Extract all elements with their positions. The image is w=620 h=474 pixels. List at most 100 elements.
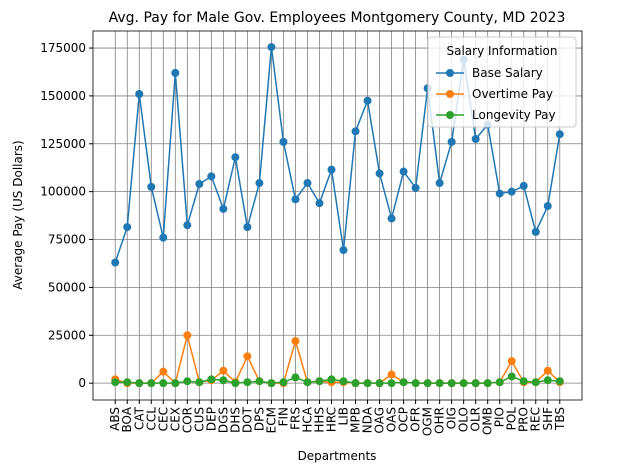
plot-frame xyxy=(92,30,583,401)
data-point xyxy=(303,378,312,387)
x-tick-label: BOA xyxy=(120,406,134,432)
data-point xyxy=(519,181,528,190)
data-point xyxy=(315,377,324,386)
data-point xyxy=(195,180,204,188)
x-tick-label: DPS xyxy=(252,407,266,431)
x-tick-label: POL xyxy=(505,407,519,431)
data-point xyxy=(519,377,528,386)
data-point xyxy=(123,223,132,232)
data-point xyxy=(351,127,360,136)
data-point xyxy=(495,189,504,198)
x-tick-label: OHR xyxy=(433,407,447,434)
x-tick-label: DOT xyxy=(240,406,254,433)
x-tick-label: OGM xyxy=(421,407,435,436)
y-tick-label: 150000 xyxy=(40,89,86,103)
data-point xyxy=(315,199,324,208)
x-tick-label: ECM xyxy=(264,407,278,433)
data-point xyxy=(447,379,456,388)
data-point xyxy=(159,367,168,376)
data-point xyxy=(459,379,468,388)
x-tick-label: DHS xyxy=(228,407,242,433)
x-tick-label: HHS xyxy=(312,407,326,433)
data-point xyxy=(387,379,396,388)
data-point xyxy=(135,379,144,388)
data-point xyxy=(255,179,264,188)
data-point xyxy=(231,379,240,388)
x-tick-label: OCP xyxy=(397,407,411,432)
data-point xyxy=(507,187,516,196)
x-tick-label: CEX xyxy=(168,407,182,431)
data-point xyxy=(399,378,408,387)
x-tick-label: CCL xyxy=(144,407,158,431)
legend-title: Salary Information xyxy=(447,44,558,58)
data-point xyxy=(363,379,372,388)
x-tick-label: CEC xyxy=(156,407,170,431)
data-point xyxy=(435,179,444,188)
data-point xyxy=(111,258,120,267)
data-point xyxy=(207,375,216,384)
y-tick-label: 0 xyxy=(78,376,86,390)
x-tick-label: OLO xyxy=(457,407,471,432)
x-tick-label: MPB xyxy=(349,407,363,433)
legend-marker xyxy=(446,111,454,119)
data-point xyxy=(471,379,480,388)
data-point xyxy=(327,165,336,174)
y-tick-label: 125000 xyxy=(40,137,86,151)
series-line xyxy=(114,335,561,385)
x-tick-label: CAT xyxy=(132,406,146,430)
x-tick-label: FIN xyxy=(276,407,290,426)
data-point xyxy=(555,130,564,139)
data-point xyxy=(135,90,144,98)
y-tick-label: 175000 xyxy=(40,41,86,55)
data-point xyxy=(255,377,264,386)
y-tick-label: 75000 xyxy=(48,233,86,247)
data-point xyxy=(171,379,180,388)
x-tick-label: TBS xyxy=(553,407,567,431)
data-point xyxy=(243,223,252,232)
y-tick-label: 25000 xyxy=(48,328,86,342)
legend-label: Base Salary xyxy=(472,66,543,80)
x-tick-label: OAS xyxy=(385,407,399,432)
x-tick-label: HRC xyxy=(324,407,338,432)
data-point xyxy=(555,377,564,386)
x-tick-label: PIO xyxy=(493,407,507,427)
data-point xyxy=(195,378,204,387)
data-point xyxy=(387,370,396,379)
legend-marker xyxy=(446,69,454,77)
x-tick-label: OIG xyxy=(445,407,459,429)
data-point xyxy=(495,378,504,387)
data-point xyxy=(339,246,348,255)
data-point xyxy=(147,182,156,191)
legend-label: Longevity Pay xyxy=(472,108,556,122)
data-point xyxy=(291,337,300,346)
data-point xyxy=(207,172,216,181)
legend-label: Overtime Pay xyxy=(472,87,553,101)
data-point xyxy=(183,221,192,230)
data-point xyxy=(183,377,192,386)
data-point xyxy=(159,379,168,388)
data-point xyxy=(435,379,444,388)
data-point xyxy=(543,366,552,375)
data-point xyxy=(291,195,300,204)
data-point xyxy=(531,378,540,387)
data-point xyxy=(303,179,312,188)
data-point xyxy=(543,376,552,385)
data-point xyxy=(243,378,252,387)
x-tick-label: OFR xyxy=(409,407,423,432)
data-point xyxy=(159,233,168,242)
x-tick-label: PRO xyxy=(517,407,531,432)
x-tick-label: HCA xyxy=(300,406,314,432)
data-point xyxy=(399,167,408,176)
x-tick-label: FRS xyxy=(288,407,302,430)
data-point xyxy=(243,352,252,361)
legend-marker xyxy=(446,90,454,98)
data-point xyxy=(279,378,288,387)
data-point xyxy=(219,204,228,213)
chart-title: Avg. Pay for Male Gov. Employees Montgom… xyxy=(109,10,566,26)
x-tick-label: OMB xyxy=(481,407,495,435)
data-point xyxy=(423,379,432,388)
x-tick-label: REC xyxy=(529,407,543,431)
data-point xyxy=(267,379,276,388)
data-point xyxy=(351,379,360,388)
